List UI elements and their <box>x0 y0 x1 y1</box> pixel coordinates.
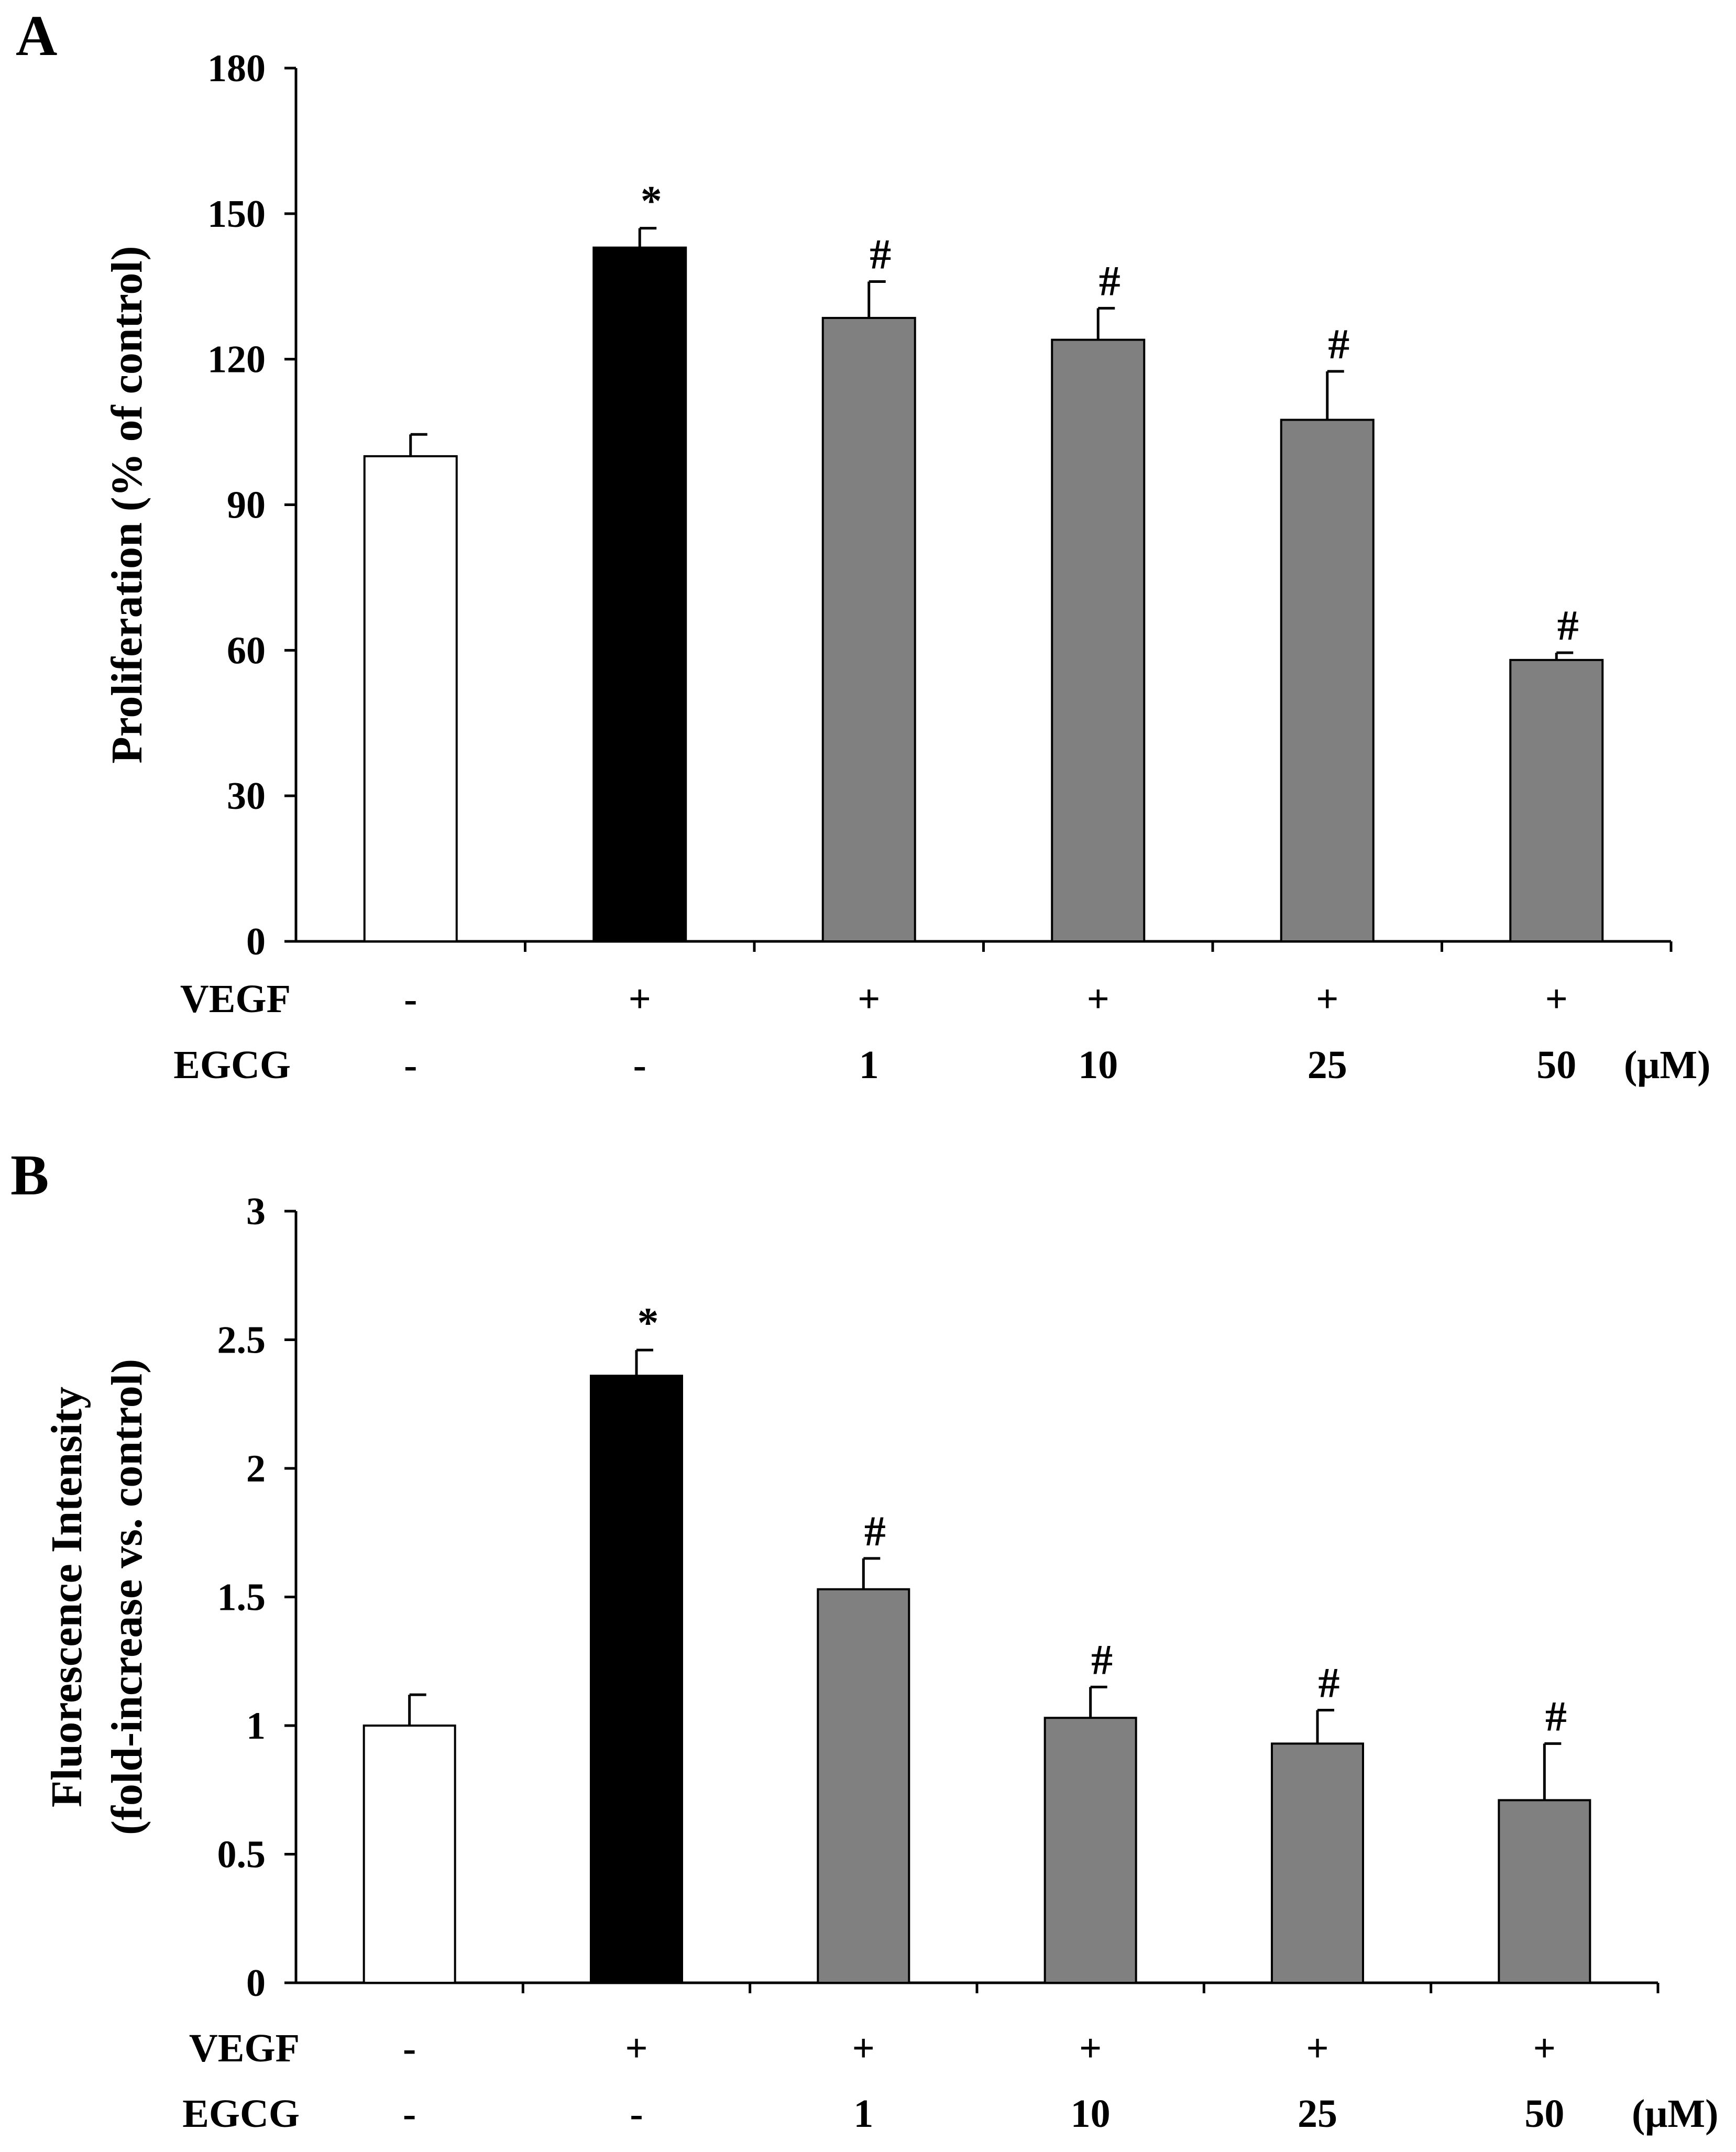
panel-b-bar-1 <box>362 1725 456 1984</box>
panel-a-significance-mark-4: # <box>1099 257 1120 304</box>
panel-a-vegf-value-5: + <box>1316 977 1338 1021</box>
panel-a-y-tick-label: 120 <box>207 338 266 381</box>
panel-a-y-tick-label: 30 <box>227 775 266 818</box>
panel-a-bar-6 <box>1509 658 1604 943</box>
panel-b-egcg-value-1: - <box>403 2092 416 2136</box>
panel-b-egcg-value-4: 10 <box>1071 2092 1111 2136</box>
panel-a-bar-5 <box>1280 419 1375 942</box>
panel-a-egcg-value-2: - <box>633 1043 646 1087</box>
panel-a-vegf-value-6: + <box>1545 977 1568 1021</box>
panel-b-vegf-value-1: - <box>403 2026 416 2070</box>
panel-b-y-tick-label: 0 <box>246 1962 266 2005</box>
panel-b-vegf-value-4: + <box>1079 2026 1102 2070</box>
panel-b-row-label-egcg: EGCG <box>182 2092 300 2136</box>
panel-b-egcg-value-5: 25 <box>1298 2092 1337 2136</box>
panel-b-vegf-value-2: + <box>625 2026 647 2070</box>
panel-a-bar-2 <box>592 246 687 942</box>
panel-b-row-label-vegf: VEGF <box>189 2026 300 2070</box>
panel-b-egcg-value-6: 50 <box>1524 2092 1564 2136</box>
panel-a-egcg-value-3: 1 <box>859 1043 879 1087</box>
panel-a-vegf-value-4: + <box>1087 977 1109 1021</box>
panel-a-y-tick-label: 0 <box>246 920 266 963</box>
panel-a-significance-mark-6: # <box>1557 601 1579 649</box>
panel-a-vegf-value-2: + <box>629 977 651 1021</box>
panel-a-bar-1 <box>363 455 458 942</box>
panel-a-y-tick-label: 60 <box>227 629 266 672</box>
panel-b-vegf-value-5: + <box>1306 2026 1328 2070</box>
panel-a-row-label-egcg: EGCG <box>173 1043 291 1087</box>
panel-a-significance-mark-3: # <box>870 230 891 278</box>
panel-b-y-tick-label: 1.5 <box>217 1576 266 1619</box>
panel-a-significance-mark-5: # <box>1328 320 1349 368</box>
panel-b-egcg-unit: (μM) <box>1632 2092 1718 2136</box>
panel-b-bar-3 <box>817 1588 910 1984</box>
panel-b-vegf-value-6: + <box>1533 2026 1556 2070</box>
panel-b-chart: B Fluorescence Intensity (fold-increase … <box>10 1143 1718 2136</box>
panel-b-bar-4 <box>1043 1717 1137 1984</box>
panel-a-bar-3 <box>821 316 916 942</box>
panel-b-bar-5 <box>1271 1742 1364 1984</box>
panel-b-bar-6 <box>1498 1799 1591 1984</box>
panel-a-egcg-value-5: 25 <box>1308 1043 1347 1087</box>
panel-b-y-tick-label: 2.5 <box>217 1319 266 1362</box>
panel-b-y-tick-label: 1 <box>246 1705 266 1748</box>
panel-b-vegf-value-3: + <box>852 2026 875 2070</box>
panel-b-significance-mark-4: # <box>1091 1635 1113 1683</box>
panel-b-significance-mark-2: * <box>638 1299 659 1346</box>
panel-b-significance-mark-3: # <box>864 1507 886 1555</box>
panel-a-egcg-unit: (μM) <box>1624 1043 1710 1087</box>
panel-a-row-label-vegf: VEGF <box>180 977 291 1021</box>
panel-a-vegf-value-3: + <box>858 977 880 1021</box>
panel-a-egcg-value-4: 10 <box>1078 1043 1118 1087</box>
panel-b-egcg-value-2: - <box>630 2092 643 2136</box>
panel-b-significance-mark-5: # <box>1319 1659 1340 1707</box>
panel-a-significance-mark-2: * <box>641 177 662 225</box>
panel-a-bar-4 <box>1051 338 1146 942</box>
panel-a-y-tick-label: 150 <box>207 193 266 236</box>
panel-a-egcg-value-6: 50 <box>1536 1043 1576 1087</box>
panel-b-y-tick-label: 0.5 <box>217 1833 266 1876</box>
panel-b-egcg-value-3: 1 <box>853 2092 873 2136</box>
panel-b-letter: B <box>10 1143 49 1207</box>
panel-b-y-axis-label-line-1: Fluorescence Intensity <box>42 1387 91 1807</box>
panel-a-chart: A Proliferation (% of control) 030609012… <box>16 4 1710 1087</box>
panel-a-egcg-value-1: - <box>404 1043 417 1087</box>
panel-a-vegf-value-1: - <box>404 977 417 1021</box>
panel-b-bar-2 <box>590 1375 683 1984</box>
panel-b-y-axis-label-line-2: (fold-increase vs. control) <box>103 1359 151 1835</box>
panel-a-letter: A <box>16 4 57 68</box>
panel-a-y-axis-label: Proliferation (% of control) <box>103 246 151 763</box>
panel-b-y-tick-label: 3 <box>246 1190 266 1233</box>
panel-b-significance-mark-6: # <box>1545 1692 1567 1740</box>
panel-a-y-tick-label: 180 <box>207 47 266 90</box>
panel-b-y-tick-label: 2 <box>246 1447 266 1490</box>
panel-a-y-tick-label: 90 <box>227 484 266 527</box>
